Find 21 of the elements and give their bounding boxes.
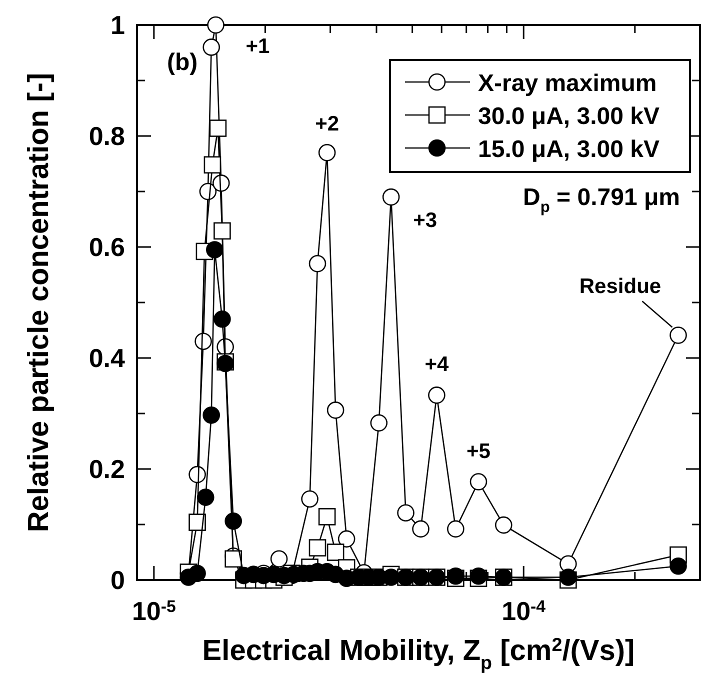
annotation: +4 xyxy=(424,353,449,376)
x-tick-label: 10$^{-5}$ xyxy=(132,596,176,626)
y-tick-label: 0.4 xyxy=(88,343,126,373)
legend-label: 15.0 μA, 3.00 kV xyxy=(478,136,660,163)
annotation: +5 xyxy=(466,440,491,463)
y-axis-title: Relative particle concentration [-] xyxy=(23,72,55,532)
annotation: D$_{p}$ = 0.791 μm xyxy=(523,184,680,216)
legend-label: 30.0 μA, 3.00 kV xyxy=(478,103,660,130)
y-tick-label: 0.2 xyxy=(88,454,125,484)
annotation: Residue xyxy=(579,275,662,298)
annotation: +3 xyxy=(413,209,438,232)
x-tick-label: 10$^{-4}$ xyxy=(502,596,546,626)
y-tick-label: 0 xyxy=(110,565,125,595)
annotation: +2 xyxy=(315,112,340,136)
y-tick-label: 1 xyxy=(110,10,125,40)
legend-label: X-ray maximum xyxy=(478,70,657,97)
annotation: (b) xyxy=(167,49,198,76)
y-tick-label: 0.8 xyxy=(88,121,125,151)
annotation: +1 xyxy=(246,35,270,58)
y-tick-label: 0.6 xyxy=(88,232,125,262)
x-axis-title: Electrical Mobility, Z$_{p}$ [cm$^{2}$/(Vs)] xyxy=(202,634,635,673)
